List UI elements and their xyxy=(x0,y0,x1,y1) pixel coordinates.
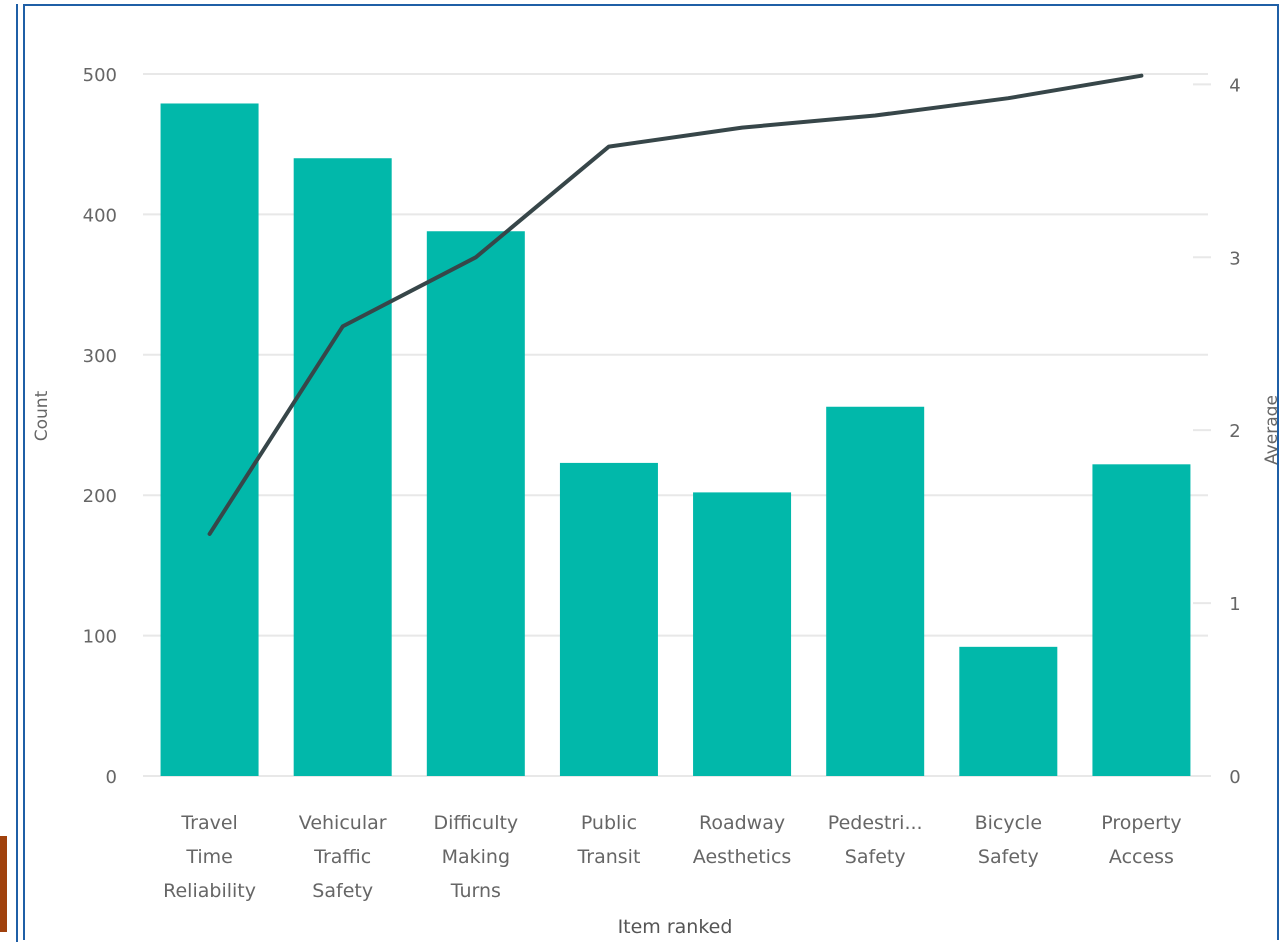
y2-axis-ticks: 0 1 2 3 4 xyxy=(1193,75,1241,788)
bars xyxy=(161,103,1191,776)
x-tick-label-6: Bicycle Safety xyxy=(975,812,1042,868)
x-tick-line-2-0: Difficulty xyxy=(433,812,518,834)
y2-tick-label-4: 4 xyxy=(1229,75,1240,96)
y-axis-label: Count xyxy=(32,390,52,441)
x-tick-line-5-0: Pedestri... xyxy=(828,812,923,834)
chart-frame: 0 100 200 300 400 500 0 1 2 3 4 Travel Time Reliabi… xyxy=(23,4,1279,940)
y-tick-label-5: 500 xyxy=(83,65,117,86)
x-tick-label-5: Pedestri... Safety xyxy=(828,812,923,868)
left-panel-border xyxy=(16,4,18,942)
x-tick-line-5-1: Safety xyxy=(845,846,906,868)
y-tick-label-3: 300 xyxy=(83,346,117,367)
x-tick-label-3: Public Transit xyxy=(576,812,640,868)
x-tick-line-7-0: Property xyxy=(1101,812,1181,834)
x-tick-line-0-2: Reliability xyxy=(163,880,256,902)
x-tick-line-0-1: Time xyxy=(185,846,233,868)
x-tick-line-6-0: Bicycle xyxy=(975,812,1042,834)
y-tick-label-0: 0 xyxy=(106,767,117,788)
bar-7 xyxy=(1092,464,1190,776)
y2-tick-label-0: 0 xyxy=(1229,767,1240,788)
combo-chart: 0 100 200 300 400 500 0 1 2 3 4 Travel Time Reliabi… xyxy=(25,6,1277,942)
x-axis-label: Item ranked xyxy=(618,916,733,938)
bar-2 xyxy=(427,231,525,776)
x-tick-label-2: Difficulty Making Turns xyxy=(433,812,518,902)
x-tick-label-0: Travel Time Reliability xyxy=(163,812,256,902)
bar-0 xyxy=(161,103,259,776)
left-panel-accent xyxy=(0,836,7,932)
x-tick-line-0-0: Travel xyxy=(180,812,237,834)
y2-tick-label-1: 1 xyxy=(1229,594,1240,615)
bar-1 xyxy=(294,158,392,776)
bar-4 xyxy=(693,492,791,776)
y-tick-label-2: 200 xyxy=(83,486,117,507)
x-tick-line-1-0: Vehicular xyxy=(299,812,387,834)
y2-tick-label-2: 2 xyxy=(1229,421,1240,442)
x-tick-label-4: Roadway Aesthetics xyxy=(693,812,792,868)
x-tick-line-2-2: Turns xyxy=(450,880,501,902)
x-tick-line-4-1: Aesthetics xyxy=(693,846,792,868)
x-tick-line-3-1: Transit xyxy=(576,846,640,868)
y-axis-ticks: 0 100 200 300 400 500 xyxy=(83,65,117,788)
x-tick-line-4-0: Roadway xyxy=(699,812,785,834)
x-tick-line-6-1: Safety xyxy=(978,846,1039,868)
x-tick-line-7-1: Access xyxy=(1109,846,1174,868)
bar-6 xyxy=(959,647,1057,776)
x-tick-label-1: Vehicular Traffic Safety xyxy=(299,812,387,902)
x-axis-ticks: Travel Time Reliability Vehicular Traffic Saf… xyxy=(163,812,1182,902)
x-tick-line-2-1: Making xyxy=(442,846,510,868)
x-tick-line-1-1: Traffic xyxy=(313,846,371,868)
y2-axis-label: Average xyxy=(1262,395,1277,465)
left-panel xyxy=(0,0,22,942)
bar-3 xyxy=(560,463,658,776)
y-tick-label-4: 400 xyxy=(83,205,117,226)
x-tick-label-7: Property Access xyxy=(1101,812,1181,868)
x-tick-line-1-2: Safety xyxy=(312,880,373,902)
bar-5 xyxy=(826,407,924,776)
x-tick-line-3-0: Public xyxy=(581,812,637,834)
y2-tick-label-3: 3 xyxy=(1229,248,1240,269)
y-tick-label-1: 100 xyxy=(83,627,117,648)
